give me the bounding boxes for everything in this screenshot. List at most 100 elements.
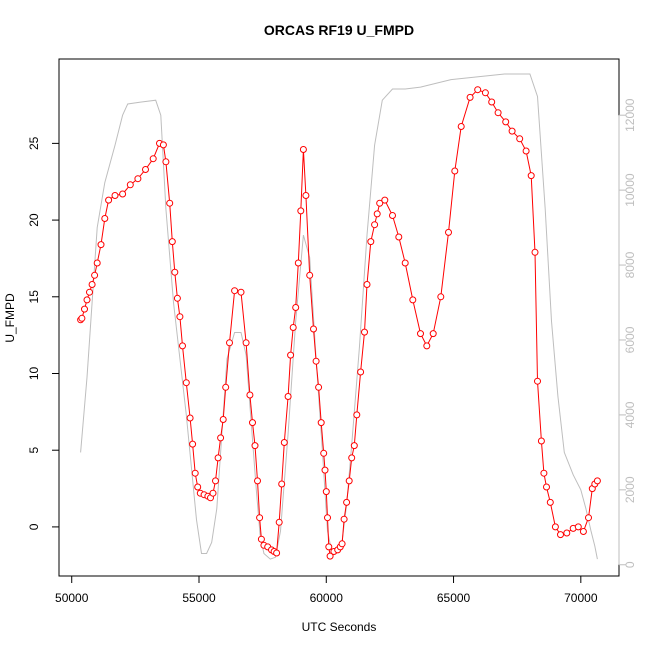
data-point [423,342,431,350]
y-tick-label: 0 [27,523,41,530]
data-point [361,328,368,336]
data-point [585,514,592,522]
data-point [574,523,582,531]
y-axis-label: U_FMPD [3,293,17,343]
data-point [376,199,384,207]
data-point [401,259,409,267]
data-point [527,172,535,180]
data-point [217,434,225,442]
data-point [105,196,113,204]
y2-tick-label: 0 [623,561,637,568]
data-point [186,414,194,422]
data-point [474,86,482,94]
data-point [429,330,437,338]
data-point [317,419,325,427]
data-point [306,271,314,279]
data-point [315,383,323,391]
data-point [373,210,381,218]
data-point [551,523,559,531]
data-point [537,437,545,445]
data-point [226,339,233,347]
data-point [86,288,93,296]
data-point [237,288,245,296]
data-point [348,454,356,462]
x-tick-label: 70000 [564,591,598,605]
data-point [457,123,465,130]
y2-tick-label: 6000 [623,326,637,353]
data-point [466,93,474,101]
data-point [194,483,202,491]
y-tick-label: 25 [27,136,41,150]
data-point [367,238,375,246]
y2-tick-label: 12000 [623,98,637,132]
data-point [321,466,329,474]
chart-title: ORCAS RF19 U_FMPD [264,22,414,38]
x-tick-label: 65000 [437,591,471,605]
x-tick-label: 50000 [55,591,89,605]
data-point [171,268,179,276]
data-point [299,146,307,153]
data-point [381,196,389,204]
data-point [231,287,239,295]
data-point [162,158,170,166]
data-point [176,313,184,321]
data-point [310,325,317,333]
data-point [142,166,149,173]
data-point [287,351,295,359]
data-point [543,483,550,491]
data-point [302,192,310,199]
data-point [516,135,524,143]
data-point [289,324,297,331]
data-point [97,241,105,249]
x-axis-label: UTC Seconds [302,620,377,634]
data-point [212,477,219,485]
data-point [214,454,222,462]
data-point [371,221,379,229]
data-point [409,296,417,304]
data-point [126,181,134,189]
data-point [593,477,601,485]
data-point [189,440,197,448]
data-point [78,314,86,322]
data-point [159,141,167,149]
data-point [417,330,424,338]
x-tick-label: 55000 [182,591,216,605]
data-point [502,118,510,126]
data-point [257,535,265,543]
data-point [209,489,217,497]
data-point [179,342,186,350]
data-point [451,167,459,175]
data-point [284,393,292,400]
secondary-series [80,73,598,560]
data-point [83,296,91,304]
data-point [312,357,320,365]
data-point [166,199,174,207]
y2-tick-label: 10000 [623,173,637,207]
data-point [182,379,190,387]
data-point [357,368,365,376]
data-point [325,543,333,551]
data-point [445,228,452,236]
data-point [173,294,181,302]
data-point [534,377,541,385]
data-point [249,419,256,427]
data-point [395,233,403,241]
data-point [353,411,361,419]
y-tick-label: 15 [27,290,41,304]
data-point [93,259,101,267]
x-axis: 50000 55000 60000 65000 70000 [55,575,598,605]
data-point [101,215,109,222]
data-point [531,248,539,256]
data-point [222,383,230,391]
data-point [579,528,587,535]
data-point [481,89,489,97]
data-point [297,207,305,215]
data-point [275,518,283,526]
data-point [320,449,328,457]
data-point [557,531,564,539]
data-point [191,469,199,477]
y2-tick-label: 4000 [623,401,637,428]
data-point [338,540,346,548]
